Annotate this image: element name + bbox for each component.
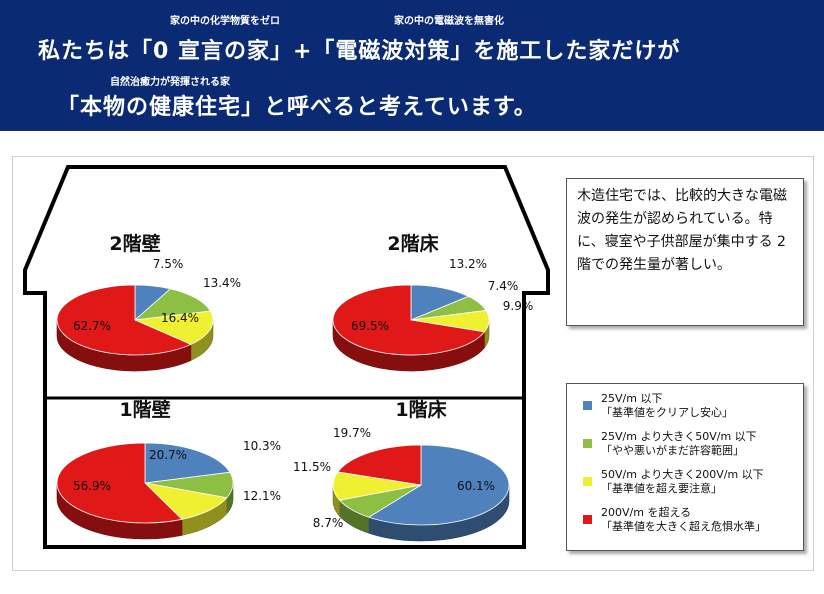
pie-data-label: 20.7% [149, 448, 187, 462]
headline-line1: 私たちは「0 宣言の家」+「電磁波対策」を施工した家だけが [38, 39, 681, 64]
pie-slice [332, 471, 422, 501]
legend-item: 200V/m を超える 「基準値を大きく超え危惧水準」 [575, 506, 795, 544]
pie-title: 1階床 [395, 398, 446, 421]
ruby-zero-declaration: 家の中の化学物質をゼロ [170, 16, 280, 27]
pie-slice [410, 284, 470, 321]
pie-slice [367, 444, 510, 526]
pie-slice [133, 310, 214, 345]
info-note: 木造住宅では、比較的大きな電磁波の発生が認められている。特に、寝室や子供部屋が集… [566, 178, 804, 326]
pie-data-label: 10.3% [243, 439, 281, 453]
legend-swatch-red [583, 515, 592, 524]
headline-line2: 「本物の健康住宅」と呼べると考えています。 [57, 95, 537, 120]
pie-slice [144, 442, 231, 484]
legend-swatch-yellow [583, 477, 592, 486]
pie-slice [143, 482, 228, 520]
pie-slice [56, 284, 192, 356]
house-roof-outline [23, 165, 550, 285]
pie-data-label: 9.9% [503, 299, 534, 313]
legend-desc: 「基準値をクリアし安心」 [601, 406, 733, 419]
pie-data-label: 11.5% [293, 460, 331, 474]
legend: 25V/m 以下 「基準値をクリアし安心」 25V/m より大きく50V/m 以… [566, 383, 804, 551]
pie-slice [56, 442, 183, 524]
legend-label: 200V/m を超える [601, 506, 692, 519]
pie-data-label: 12.1% [243, 489, 281, 503]
legend-swatch-blue [583, 401, 592, 410]
pie-data-label: 13.4% [203, 276, 241, 290]
pie-slice [133, 288, 212, 321]
pie-data-label: 8.7% [313, 516, 344, 530]
pie-data-label: 56.9% [73, 479, 111, 493]
pie-data-label: 19.7% [333, 426, 371, 440]
pie-data-label: 13.2% [449, 257, 487, 271]
house-wall-outline [23, 285, 550, 549]
legend-desc: 「基準値を超え要注意」 [601, 482, 722, 495]
legend-label: 50V/m より大きく200V/m 以下 [601, 468, 764, 481]
pie-title: 2階壁 [109, 232, 160, 255]
pie-data-label: 16.4% [161, 311, 199, 325]
pie-slice [337, 444, 422, 486]
pie-title: 1階壁 [119, 398, 170, 421]
legend-swatch-green [583, 439, 592, 448]
legend-desc: 「やや悪いがまだ許容範囲」 [601, 444, 744, 457]
legend-item: 50V/m より大きく200V/m 以下 「基準値を超え要注意」 [575, 468, 795, 506]
pie-data-label: 7.4% [488, 279, 519, 293]
legend-label: 25V/m 以下 [601, 392, 663, 405]
legend-desc: 「基準値を大きく超え危惧水準」 [601, 520, 766, 533]
pie-title: 2階床 [387, 232, 438, 255]
pie-data-label: 7.5% [153, 257, 184, 271]
legend-item: 25V/m 以下 「基準値をクリアし安心」 [575, 392, 795, 430]
pie-slice [332, 284, 486, 356]
legend-item: 25V/m より大きく50V/m 以下 「やや悪いがまだ許容範囲」 [575, 430, 795, 468]
pie-data-label: 69.5% [351, 319, 389, 333]
pie-data-label: 62.7% [73, 319, 111, 333]
header-banner: 家の中の化学物質をゼロ 家の中の電磁波を無害化 私たちは「0 宣言の家」+「電磁… [0, 0, 824, 131]
ruby-healing-house: 自然治癒力が発揮される家 [110, 77, 230, 88]
pie-data-label: 60.1% [457, 479, 495, 493]
ruby-em-harmless: 家の中の電磁波を無害化 [394, 16, 504, 27]
legend-label: 25V/m より大きく50V/m 以下 [601, 430, 757, 443]
